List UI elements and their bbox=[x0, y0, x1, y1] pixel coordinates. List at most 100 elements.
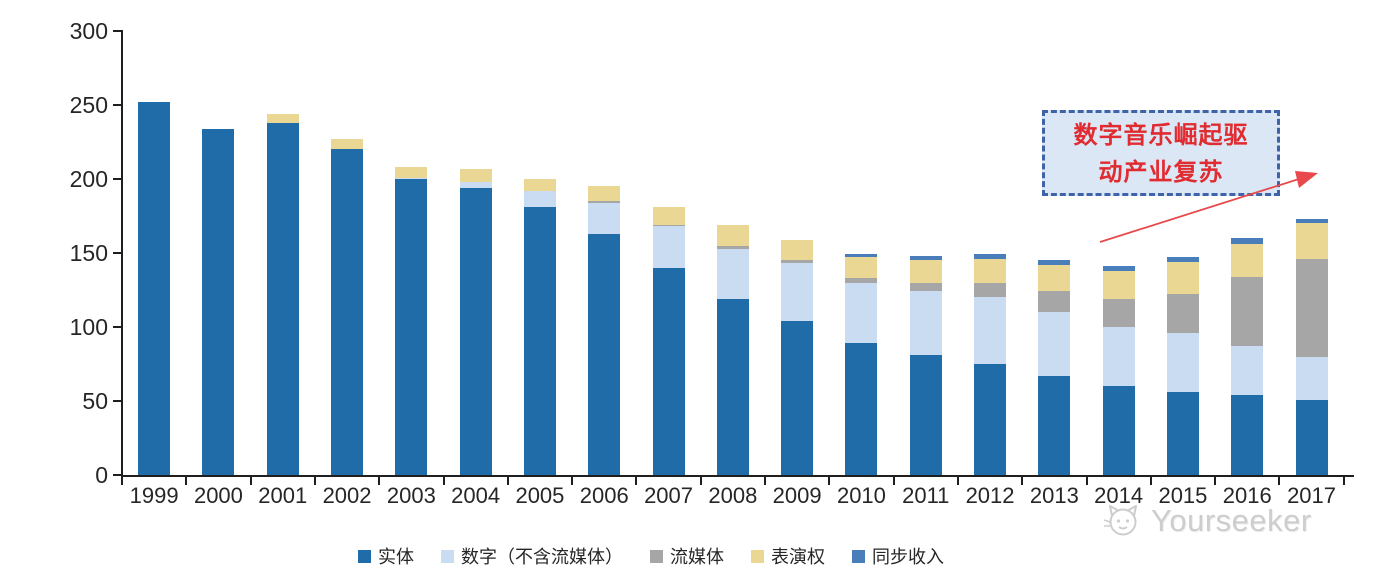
bar-segment-实体 bbox=[266, 122, 299, 475]
annotation-callout: 数字音乐崛起驱动产业复苏 bbox=[1042, 110, 1280, 196]
x-tick-label: 2001 bbox=[258, 483, 308, 508]
bar-segment-同步收入 bbox=[1166, 257, 1199, 262]
bar-segment-数字（不含流媒体） bbox=[1166, 332, 1199, 393]
bar-segment-表演权 bbox=[523, 179, 556, 191]
x-axis-tick bbox=[506, 477, 509, 485]
x-axis-tick bbox=[699, 477, 702, 485]
x-axis-tick bbox=[1085, 477, 1088, 485]
bar-segment-数字（不含流媒体） bbox=[781, 263, 814, 322]
x-tick-label: 2015 bbox=[1158, 483, 1208, 508]
bar-segment-表演权 bbox=[974, 258, 1007, 283]
bar-segment-流媒体 bbox=[781, 260, 814, 264]
x-axis-tick bbox=[1278, 477, 1281, 485]
x-axis-tick bbox=[1149, 477, 1152, 485]
bar-segment-同步收入 bbox=[1231, 238, 1264, 245]
x-tick-label: 2008 bbox=[708, 483, 758, 508]
chart-legend: 实体 数字（不含流媒体） 流媒体 表演权 同步收入 bbox=[358, 543, 944, 569]
x-tick-label: 2014 bbox=[1094, 483, 1144, 508]
bar-segment-表演权 bbox=[909, 260, 942, 283]
x-axis-tick bbox=[121, 477, 123, 485]
legend-swatch-icon bbox=[358, 549, 371, 563]
annotation-text: 数字音乐崛起驱动产业复苏 bbox=[1073, 122, 1249, 186]
bar-segment-数字（不含流媒体） bbox=[909, 291, 942, 356]
bar-segment-实体 bbox=[459, 187, 492, 475]
bar-segment-同步收入 bbox=[845, 254, 878, 258]
bar-segment-表演权 bbox=[331, 139, 364, 150]
bar-segment-表演权 bbox=[1038, 264, 1071, 292]
bar-segment-实体 bbox=[1102, 386, 1135, 475]
legend-item: 流媒体 bbox=[650, 543, 724, 569]
legend-item: 数字（不含流媒体） bbox=[441, 543, 623, 569]
bar-segment-实体 bbox=[845, 343, 878, 475]
legend-item: 表演权 bbox=[751, 543, 825, 569]
x-axis-tick bbox=[1021, 477, 1024, 485]
bar-segment-数字（不含流媒体） bbox=[523, 190, 556, 208]
x-axis-tick bbox=[185, 477, 188, 485]
x-axis-tick bbox=[1214, 477, 1217, 485]
bar-segment-实体 bbox=[974, 364, 1007, 475]
bar-segment-同步收入 bbox=[1295, 218, 1328, 224]
bar-segment-表演权 bbox=[845, 257, 878, 279]
bar-segment-数字（不含流媒体） bbox=[716, 248, 749, 299]
x-tick-label: 1999 bbox=[129, 483, 179, 508]
bar-segment-表演权 bbox=[266, 113, 299, 123]
bar-segment-实体 bbox=[523, 207, 556, 475]
bar-segment-流媒体 bbox=[1102, 298, 1135, 327]
y-tick-label: 100 bbox=[69, 314, 108, 340]
bar-segment-流媒体 bbox=[716, 245, 749, 249]
bar-segment-表演权 bbox=[1102, 270, 1135, 299]
bar-segment-表演权 bbox=[1166, 261, 1199, 295]
y-tick-label: 0 bbox=[95, 462, 108, 488]
x-tick-label: 2006 bbox=[579, 483, 629, 508]
legend-label: 表演权 bbox=[771, 547, 825, 567]
bar-segment-数字（不含流媒体） bbox=[1231, 346, 1264, 396]
bar-segment-表演权 bbox=[1295, 223, 1328, 259]
y-tick-label: 50 bbox=[82, 388, 108, 414]
y-axis-tick bbox=[113, 104, 122, 106]
bar-segment-实体 bbox=[331, 149, 364, 475]
bar-segment-数字（不含流媒体） bbox=[1295, 356, 1328, 400]
x-axis-tick bbox=[956, 477, 959, 485]
x-tick-label: 2017 bbox=[1287, 483, 1337, 508]
bar-segment-同步收入 bbox=[974, 254, 1007, 259]
watermark-label: Yourseeker bbox=[1151, 503, 1312, 538]
bar-segment-流媒体 bbox=[1166, 294, 1199, 333]
bar-segment-实体 bbox=[138, 102, 171, 475]
x-axis bbox=[121, 475, 1354, 477]
bar-segment-流媒体 bbox=[588, 201, 621, 203]
y-tick-label: 150 bbox=[69, 240, 108, 266]
bar-segment-数字（不含流媒体） bbox=[1038, 312, 1071, 376]
bar-segment-实体 bbox=[1231, 395, 1264, 475]
y-axis-tick bbox=[113, 252, 122, 254]
x-axis-tick bbox=[249, 477, 252, 485]
x-tick-label: 2016 bbox=[1222, 483, 1272, 508]
bar-segment-表演权 bbox=[781, 239, 814, 261]
legend-swatch-icon bbox=[751, 549, 764, 563]
legend-label: 数字（不含流媒体） bbox=[461, 547, 623, 567]
legend-label: 实体 bbox=[378, 547, 414, 567]
bar-segment-实体 bbox=[1038, 375, 1071, 475]
cat-logo-icon bbox=[1103, 505, 1137, 536]
bar-segment-流媒体 bbox=[909, 282, 942, 292]
bar-segment-流媒体 bbox=[1231, 276, 1264, 347]
y-axis-tick bbox=[113, 400, 122, 402]
bar-segment-流媒体 bbox=[1038, 291, 1071, 313]
bar-segment-流媒体 bbox=[974, 282, 1007, 298]
bar-segment-同步收入 bbox=[1038, 260, 1071, 265]
bar-segment-数字（不含流媒体） bbox=[395, 177, 428, 179]
bar-segment-流媒体 bbox=[845, 278, 878, 283]
x-tick-label: 2000 bbox=[193, 483, 243, 508]
bar-segment-表演权 bbox=[588, 186, 621, 202]
bar-segment-流媒体 bbox=[652, 224, 685, 227]
y-tick-label: 250 bbox=[69, 92, 108, 118]
bar-segment-表演权 bbox=[716, 224, 749, 246]
x-axis-tick bbox=[571, 477, 574, 485]
x-axis-tick bbox=[313, 477, 316, 485]
x-tick-label: 2009 bbox=[772, 483, 822, 508]
bar-segment-表演权 bbox=[1231, 244, 1264, 277]
bar-segment-同步收入 bbox=[909, 255, 942, 261]
x-tick-label: 2011 bbox=[902, 483, 950, 508]
bar-segment-实体 bbox=[395, 179, 428, 475]
bar-segment-表演权 bbox=[395, 167, 428, 178]
x-tick-label: 2010 bbox=[836, 483, 886, 508]
